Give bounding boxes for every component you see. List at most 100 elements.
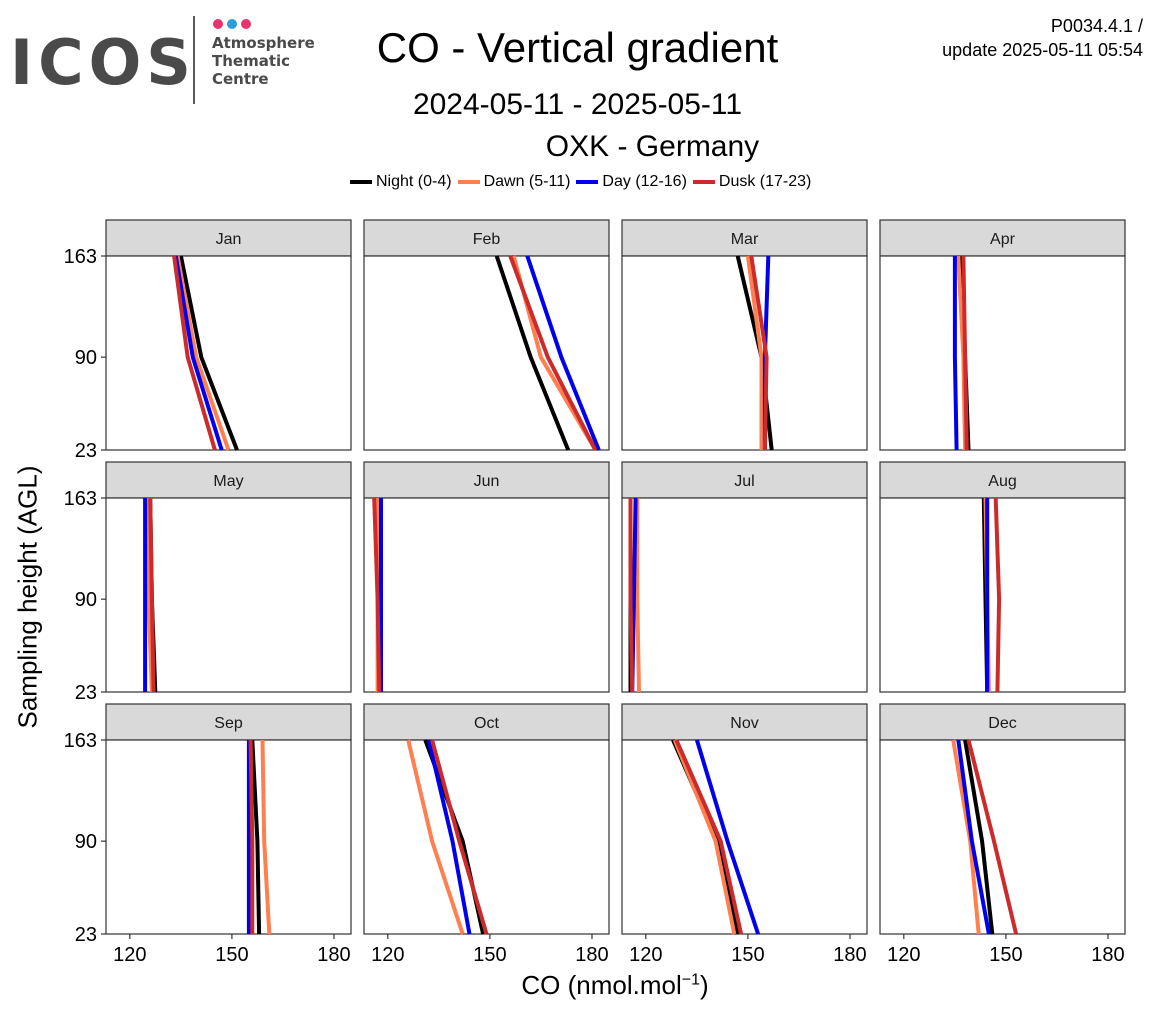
icos-logo: ICOS Atmosphere Thematic Centre bbox=[10, 14, 330, 106]
legend-item-night: Night (0-4) bbox=[350, 173, 452, 191]
series-line-dawn-nov bbox=[672, 739, 737, 935]
panel-plot-area-dec bbox=[879, 739, 1126, 935]
x-axis-label-text: CO (nmol.mol bbox=[521, 970, 682, 1000]
x-tick-label-120-oct: 120 bbox=[371, 944, 404, 966]
panel-strip-dec bbox=[879, 703, 1126, 741]
logo-line-2: Thematic bbox=[212, 52, 291, 70]
x-tick-label-120-dec: 120 bbox=[887, 944, 920, 966]
panel-plot-area-feb bbox=[363, 255, 610, 451]
y-tick-label-163-row3: 163 bbox=[64, 730, 97, 752]
logo-dot-3 bbox=[241, 19, 251, 29]
series-line-dusk-jun bbox=[372, 497, 382, 693]
panel-strip-label-sep: Sep bbox=[214, 715, 243, 732]
chart-title: CO - Vertical gradient bbox=[376, 24, 779, 71]
update-timestamp: update 2025-05-11 05:54 bbox=[942, 40, 1143, 60]
panel-plot-area-oct bbox=[363, 739, 610, 935]
x-tick-label-150-sep: 150 bbox=[215, 944, 248, 966]
series-line-dusk-may bbox=[148, 497, 156, 693]
series-line-dusk-oct bbox=[430, 739, 489, 935]
series-line-dawn-mar bbox=[745, 255, 764, 450]
panel-strip-label-mar: Mar bbox=[731, 231, 759, 248]
panel-strip-label-jun: Jun bbox=[474, 473, 500, 490]
series-line-dusk-mar bbox=[749, 255, 769, 451]
panel-strip-jul bbox=[621, 461, 868, 499]
series-line-dawn-jul bbox=[635, 498, 641, 693]
logo-line-3: Centre bbox=[212, 70, 269, 88]
logo-wordmark: ICOS bbox=[10, 26, 196, 99]
product-info: P0034.4.1 / update 2025-05-11 05:54 bbox=[942, 14, 1143, 62]
panel-strip-label-apr: Apr bbox=[990, 231, 1016, 248]
y-tick-label-163-row2: 163 bbox=[64, 488, 97, 510]
x-tick-label-180-dec: 180 bbox=[1091, 944, 1124, 966]
x-axis-label-exponent: −1 bbox=[681, 971, 700, 989]
logo-dot-2 bbox=[227, 19, 237, 29]
legend-item-dusk: Dusk (17-23) bbox=[692, 173, 811, 191]
y-tick-label-163-row1: 163 bbox=[64, 246, 97, 268]
chart-legend: Night (0-4) Dawn (5-11) Day (12-16) Dusk… bbox=[350, 170, 817, 194]
legend-swatch-day bbox=[576, 180, 599, 184]
panel-strip-mar bbox=[621, 219, 868, 257]
panel-strip-label-oct: Oct bbox=[474, 715, 499, 732]
series-line-day-nov bbox=[694, 739, 760, 935]
legend-label-day: Day (12-16) bbox=[602, 173, 687, 190]
y-tick-label-90-row1: 90 bbox=[75, 347, 97, 369]
series-line-dusk-apr bbox=[961, 255, 969, 451]
x-tick-label-150-oct: 150 bbox=[473, 944, 506, 966]
x-axis-label-close: ) bbox=[699, 970, 709, 1000]
panel-plot-area-nov bbox=[621, 739, 868, 935]
panel-strip-label-may: May bbox=[213, 473, 243, 490]
y-tick-label-23-row3: 23 bbox=[75, 924, 97, 946]
x-tick-label-150-dec: 150 bbox=[989, 944, 1022, 966]
legend-swatch-night bbox=[350, 180, 372, 184]
legend-label-dawn: Dawn (5-11) bbox=[483, 173, 571, 190]
series-line-day-dec bbox=[956, 739, 991, 935]
logo-divider bbox=[193, 16, 195, 104]
series-line-day-oct bbox=[426, 739, 472, 935]
x-tick-label-180-sep: 180 bbox=[317, 944, 350, 966]
series-line-dusk-aug bbox=[993, 497, 1002, 693]
x-tick-label-180-nov: 180 bbox=[833, 944, 866, 966]
x-tick-label-120-sep: 120 bbox=[113, 944, 146, 966]
chart-station: OXK - Germany bbox=[545, 130, 760, 163]
legend-item-day: Day (12-16) bbox=[576, 173, 687, 191]
legend-swatch-dusk bbox=[692, 180, 715, 184]
y-tick-label-90-row3: 90 bbox=[75, 831, 97, 853]
panel-plot-area-jan bbox=[105, 255, 352, 451]
series-line-dawn-sep bbox=[260, 739, 272, 935]
panel-strip-may bbox=[105, 461, 352, 499]
legend-label-night: Night (0-4) bbox=[376, 173, 452, 190]
panel-strip-jun bbox=[363, 461, 610, 499]
panel-strip-feb bbox=[363, 219, 610, 257]
panel-strip-apr bbox=[879, 219, 1126, 257]
logo-line-1: Atmosphere bbox=[212, 34, 315, 52]
product-id: P0034.4.1 / bbox=[1050, 16, 1143, 36]
panel-strip-label-aug: Aug bbox=[988, 473, 1016, 490]
logo-dot-1 bbox=[213, 19, 223, 29]
panel-strip-oct bbox=[363, 703, 610, 741]
series-line-dawn-may bbox=[144, 497, 154, 693]
legend-swatch-dawn bbox=[457, 180, 480, 184]
logo-dots bbox=[213, 16, 255, 29]
series-line-dawn-jan bbox=[175, 255, 231, 451]
series-line-night-dec bbox=[963, 739, 995, 935]
panel-strip-label-jan: Jan bbox=[216, 231, 242, 248]
series-line-dusk-nov bbox=[674, 739, 744, 935]
panel-strip-label-nov: Nov bbox=[730, 715, 758, 732]
series-line-night-feb bbox=[494, 255, 571, 451]
series-line-night-sep bbox=[250, 739, 262, 935]
series-line-dusk-feb bbox=[508, 255, 598, 451]
series-line-day-jan bbox=[173, 255, 224, 451]
series-line-night-jan bbox=[178, 255, 239, 451]
panel-plot-area-apr bbox=[879, 255, 1126, 451]
panel-plot-area-jul bbox=[621, 497, 868, 693]
x-tick-label-150-nov: 150 bbox=[731, 944, 764, 966]
panel-plot-area-jun bbox=[363, 497, 610, 693]
panel-strip-label-feb: Feb bbox=[473, 231, 501, 248]
series-line-dusk-dec bbox=[966, 739, 1019, 935]
legend-item-dawn: Dawn (5-11) bbox=[457, 173, 571, 191]
y-tick-label-23-row1: 23 bbox=[75, 440, 97, 462]
panel-strip-label-dec: Dec bbox=[988, 715, 1016, 732]
x-axis-label: CO (nmol.mol−1) bbox=[521, 970, 708, 1001]
panel-plot-area-may bbox=[105, 497, 352, 693]
